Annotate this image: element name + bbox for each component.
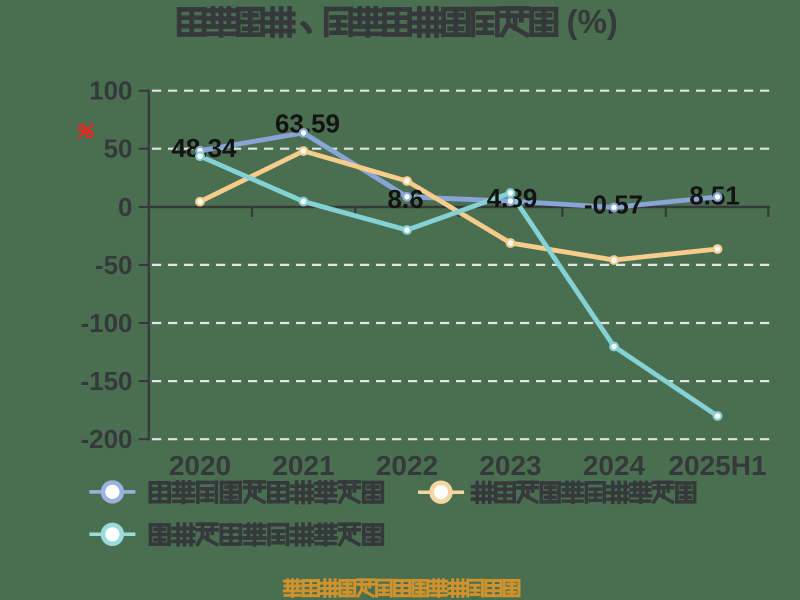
svg-text:2023: 2023 xyxy=(479,450,541,481)
svg-text:2020: 2020 xyxy=(169,450,231,481)
svg-text:-100: -100 xyxy=(80,308,132,338)
svg-text:(%): (%) xyxy=(567,3,618,40)
svg-text:-200: -200 xyxy=(80,424,132,454)
svg-text:-50: -50 xyxy=(95,250,133,280)
svg-text:2025H1: 2025H1 xyxy=(668,450,766,481)
svg-text:0: 0 xyxy=(118,192,132,222)
svg-text:2024: 2024 xyxy=(583,450,646,481)
svg-text:100: 100 xyxy=(89,76,132,106)
svg-text:-150: -150 xyxy=(80,366,132,396)
svg-text:50: 50 xyxy=(104,134,133,164)
svg-text:2021: 2021 xyxy=(272,450,334,481)
svg-text:2022: 2022 xyxy=(376,450,438,481)
